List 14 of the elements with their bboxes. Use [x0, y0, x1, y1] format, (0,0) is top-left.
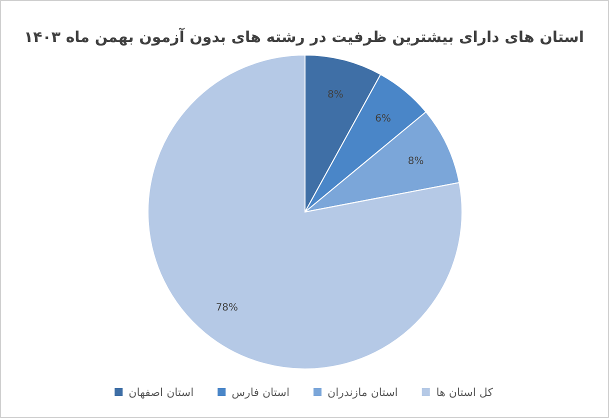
legend-label: استان اصفهان	[128, 386, 194, 399]
legend-item: استان مازندران	[314, 386, 398, 399]
legend-label: استان فارس	[232, 386, 290, 399]
legend-item: استان فارس	[218, 386, 290, 399]
data-label: 6%	[375, 114, 391, 125]
data-label: 8%	[408, 156, 424, 167]
legend-item: استان اصفهان	[114, 386, 194, 399]
data-label: 8%	[328, 89, 344, 100]
data-label: 78%	[216, 302, 238, 314]
legend-label: استان مازندران	[328, 386, 398, 399]
pie-slice	[148, 54, 462, 370]
legend-item: کل استان ها	[422, 386, 493, 399]
legend-label: کل استان ها	[436, 386, 494, 399]
chart-title: استان های دارای بیشترین ظرفیت در رشته های بدون آزمون بهمن ماه ۱۴۰۳	[24, 27, 584, 46]
